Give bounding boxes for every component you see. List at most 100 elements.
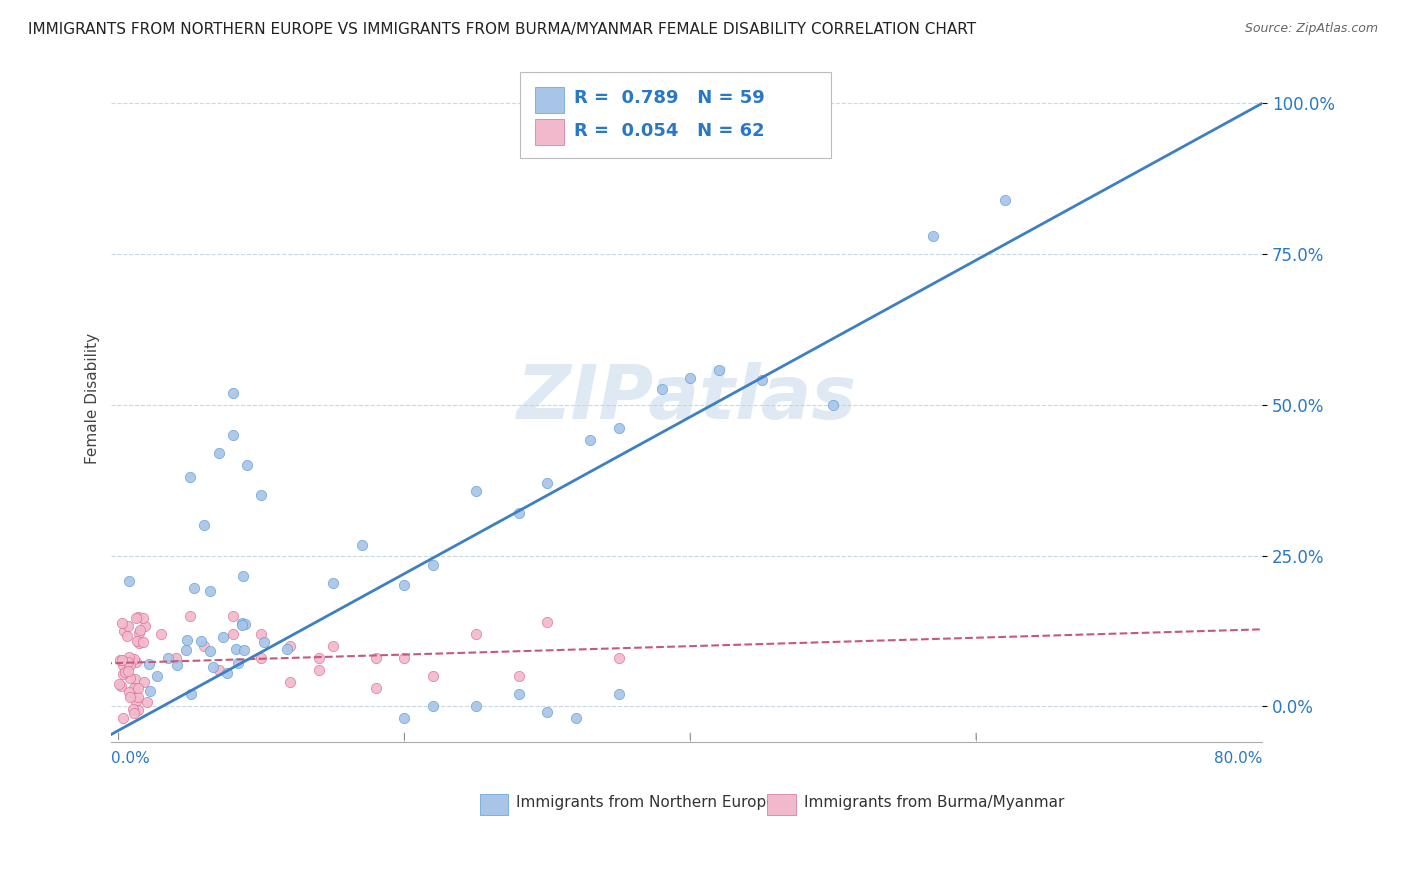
Point — [132, 675, 155, 690]
Point — [231, 615, 253, 630]
Text: R =  0.789   N = 59: R = 0.789 N = 59 — [574, 89, 765, 107]
Point — [222, 428, 245, 442]
Point — [253, 635, 276, 649]
Point — [198, 644, 221, 658]
Point — [118, 685, 141, 699]
Point — [124, 681, 146, 696]
Point — [118, 690, 141, 705]
Point — [607, 651, 630, 665]
Point — [207, 663, 229, 677]
Point — [183, 581, 205, 595]
Point — [118, 671, 141, 685]
Point — [131, 610, 153, 624]
FancyBboxPatch shape — [534, 119, 564, 145]
Text: Immigrants from Burma/Myanmar: Immigrants from Burma/Myanmar — [804, 796, 1064, 811]
Point — [124, 672, 146, 686]
Point — [217, 666, 239, 681]
Point — [117, 629, 139, 643]
Point — [156, 651, 179, 665]
Point — [364, 681, 387, 696]
FancyBboxPatch shape — [479, 794, 509, 814]
Point — [994, 193, 1017, 207]
Text: 80.0%: 80.0% — [1213, 751, 1263, 766]
FancyBboxPatch shape — [520, 72, 831, 158]
Point — [536, 475, 558, 490]
Point — [127, 681, 149, 695]
Point — [394, 578, 416, 592]
Point — [226, 657, 249, 671]
Point — [308, 663, 330, 677]
Text: 0.0%: 0.0% — [111, 751, 150, 766]
Point — [134, 619, 156, 633]
Point — [111, 711, 134, 725]
Point — [112, 657, 135, 672]
Point — [202, 660, 225, 674]
Point — [536, 706, 558, 720]
Point — [190, 633, 212, 648]
Point — [464, 627, 486, 641]
Point — [128, 626, 150, 640]
Point — [125, 694, 148, 708]
Point — [322, 639, 344, 653]
Point — [222, 627, 245, 641]
Point — [233, 616, 256, 631]
Point — [117, 665, 139, 679]
Text: R =  0.054   N = 62: R = 0.054 N = 62 — [574, 121, 765, 140]
FancyBboxPatch shape — [768, 794, 796, 814]
Point — [127, 610, 149, 624]
Point — [110, 679, 132, 693]
Point — [278, 675, 301, 690]
Point — [222, 385, 245, 400]
Point — [176, 632, 198, 647]
Point — [127, 634, 149, 648]
Point — [108, 653, 131, 667]
Point — [250, 651, 273, 665]
Point — [138, 657, 160, 672]
Point — [132, 635, 155, 649]
Point — [651, 382, 673, 396]
Point — [118, 649, 141, 664]
Point — [127, 703, 149, 717]
Point — [250, 488, 273, 502]
Point — [179, 470, 201, 484]
Point — [232, 642, 254, 657]
Point — [124, 652, 146, 666]
Point — [751, 373, 773, 387]
Text: Source: ZipAtlas.com: Source: ZipAtlas.com — [1244, 22, 1378, 36]
Point — [179, 608, 201, 623]
Point — [508, 506, 530, 520]
Y-axis label: Female Disability: Female Disability — [86, 334, 100, 465]
Point — [117, 655, 139, 669]
Point — [124, 655, 146, 669]
Point — [139, 684, 162, 698]
Point — [236, 458, 259, 472]
Point — [222, 608, 245, 623]
Point — [322, 576, 344, 591]
Point — [193, 518, 215, 533]
Point — [118, 574, 141, 588]
Point — [110, 616, 132, 631]
Point — [394, 651, 416, 665]
Point — [508, 687, 530, 701]
Point — [128, 636, 150, 650]
Point — [193, 639, 215, 653]
Point — [364, 651, 387, 665]
Point — [212, 631, 235, 645]
Point — [108, 676, 131, 690]
Point — [118, 658, 141, 673]
Point — [276, 641, 298, 656]
Point — [122, 702, 145, 716]
Point — [579, 434, 602, 448]
Point — [207, 446, 229, 460]
Point — [124, 706, 146, 721]
Point — [422, 669, 444, 683]
Point — [679, 371, 702, 385]
Point — [536, 615, 558, 629]
Point — [232, 568, 254, 582]
Text: Immigrants from Northern Europe: Immigrants from Northern Europe — [516, 796, 776, 811]
Point — [394, 711, 416, 725]
Point — [174, 642, 197, 657]
Point — [166, 657, 188, 672]
Text: IMMIGRANTS FROM NORTHERN EUROPE VS IMMIGRANTS FROM BURMA/MYANMAR FEMALE DISABILI: IMMIGRANTS FROM NORTHERN EUROPE VS IMMIG… — [28, 22, 976, 37]
Point — [607, 421, 630, 435]
